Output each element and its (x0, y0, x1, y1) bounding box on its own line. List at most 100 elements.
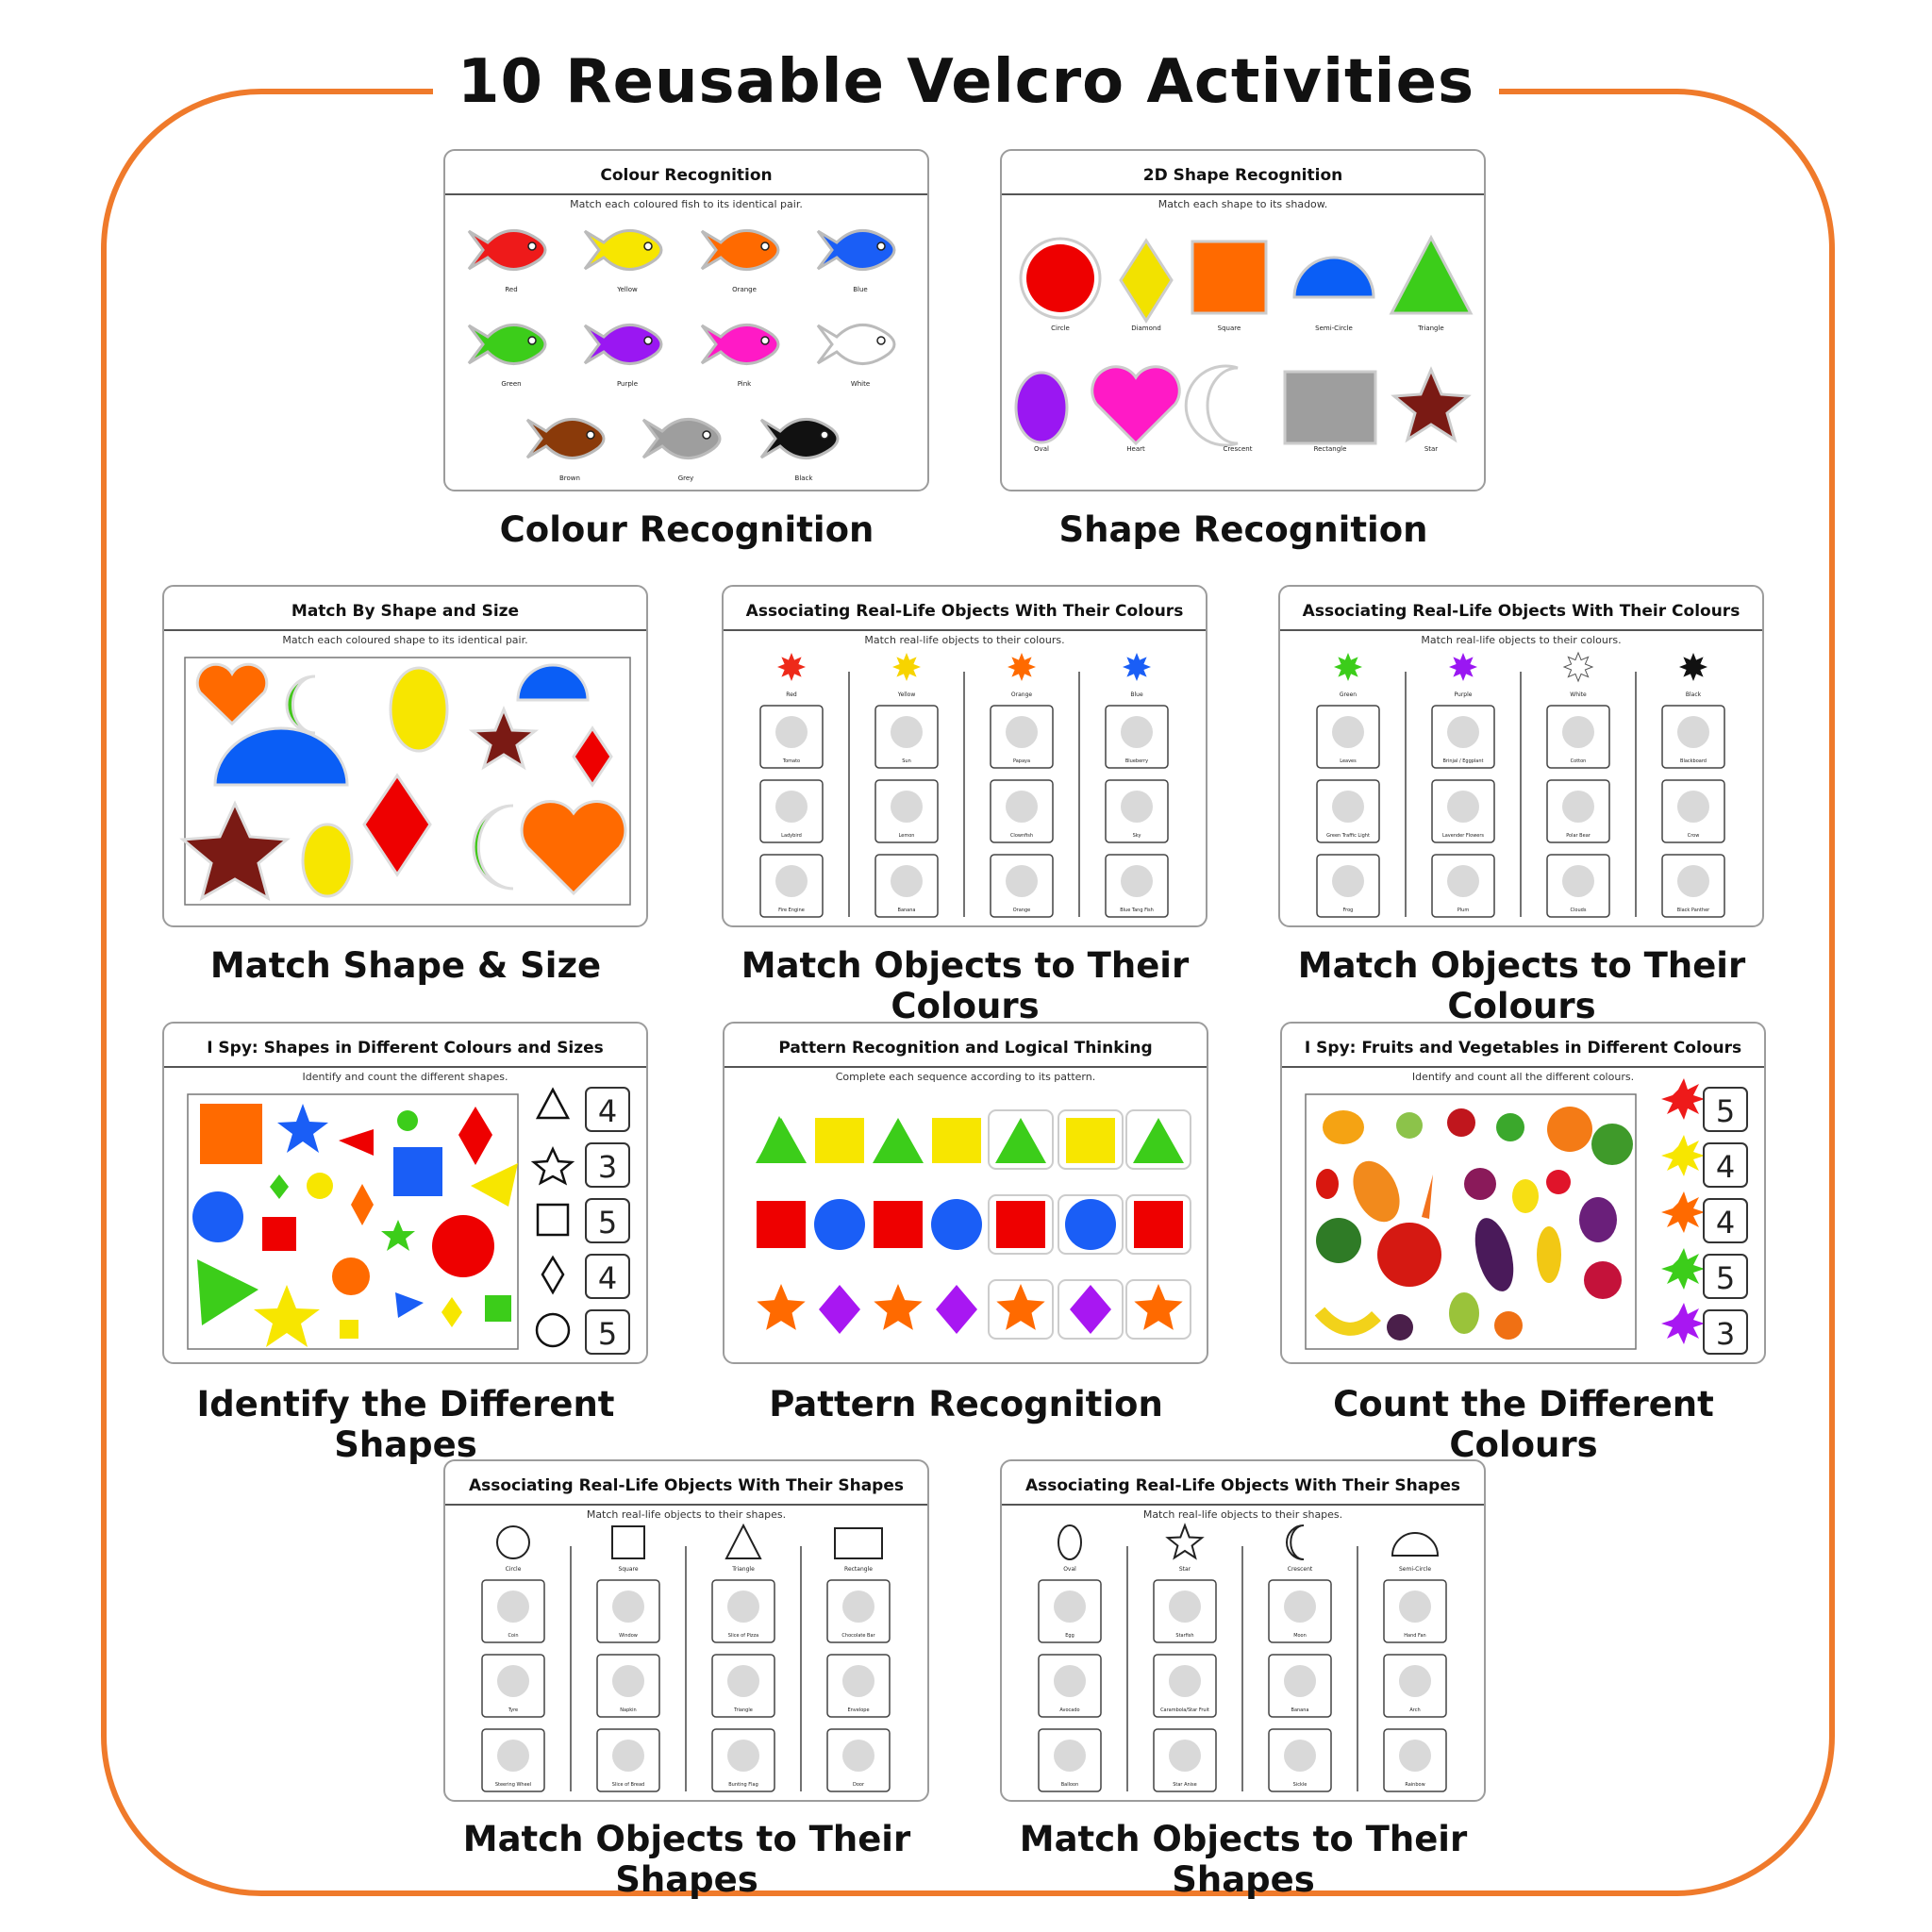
object-picture (1169, 1591, 1201, 1623)
fish-label: Orange (732, 286, 757, 293)
count-value: 4 (1716, 1205, 1735, 1241)
object-picture (775, 716, 808, 748)
count-box[interactable] (1703, 1142, 1748, 1188)
column-header: Purple (1455, 691, 1473, 698)
fish-label: Yellow (616, 286, 638, 293)
shape-label: Oval (1034, 445, 1049, 453)
semicircle-shape (1292, 256, 1375, 299)
object-picture (612, 1665, 644, 1697)
object-label: Clownfish (1010, 833, 1033, 839)
colour-splat-icon (1449, 653, 1477, 681)
object-picture (1006, 791, 1038, 823)
object-picture (1447, 791, 1479, 823)
semicircle-icon (1391, 1532, 1440, 1557)
object-picture (612, 1591, 644, 1623)
count-box[interactable] (585, 1254, 630, 1299)
card-fruits-colours: I Spy: Fruits and Vegetables in Differen… (1280, 1022, 1766, 1364)
object-picture (1121, 716, 1153, 748)
green-splat-icon (1661, 1248, 1705, 1290)
divider (1002, 1504, 1484, 1506)
fish-label: Green (501, 380, 521, 388)
oval-shape (1014, 371, 1069, 444)
card-title: Associating Real-Life Objects With Their… (745, 602, 1184, 621)
object-label: Star Anise (1173, 1782, 1197, 1788)
card-title: Pattern Recognition and Logical Thinking (778, 1039, 1153, 1058)
red-splat-icon (1661, 1078, 1705, 1120)
object-picture (1006, 716, 1038, 748)
orange-splat-icon (1661, 1191, 1705, 1233)
column-header: Yellow (897, 691, 916, 698)
card-title: I Spy: Fruits and Vegetables in Differen… (1304, 1039, 1742, 1058)
divider (724, 1066, 1207, 1068)
circle-icon (496, 1525, 530, 1559)
object-label: Crow (1688, 833, 1700, 839)
count-box[interactable] (1703, 1309, 1748, 1355)
column-header: Semi-Circle (1399, 1566, 1431, 1573)
count-box[interactable] (585, 1198, 630, 1243)
divider (164, 629, 646, 631)
object-picture (497, 1665, 529, 1697)
object-picture (842, 1740, 874, 1772)
count-box[interactable] (1703, 1254, 1748, 1299)
divider (724, 629, 1206, 631)
fish-orange (700, 229, 780, 271)
object-label: Slice of Bread (612, 1782, 644, 1788)
object-label: Sky (1133, 833, 1141, 839)
object-label: Lemon (899, 833, 915, 839)
count-box[interactable] (585, 1309, 630, 1355)
object-picture (1006, 865, 1038, 897)
card-objects-colours-1: Associating Real-Life Objects With Their… (722, 585, 1208, 927)
object-picture (727, 1740, 759, 1772)
object-label: Tomato (782, 758, 800, 764)
object-picture (1447, 716, 1479, 748)
card-subtitle: Match each coloured shape to its identic… (282, 634, 528, 646)
column-header: Oval (1063, 1566, 1076, 1573)
object-picture (497, 1591, 529, 1623)
object-label: Envelope (847, 1707, 869, 1713)
divider (445, 1504, 927, 1506)
fish-brown (525, 418, 606, 459)
count-box[interactable] (1703, 1087, 1748, 1132)
colour-splat-icon (777, 653, 806, 681)
object-label: Carambola/Star Fruit (1160, 1707, 1209, 1713)
object-label: Triangle (733, 1707, 753, 1713)
caption-shape-recognition: Shape Recognition (1058, 509, 1428, 550)
object-label: Green Traffic Light (1326, 833, 1370, 839)
shape-label: Semi-Circle (1315, 325, 1353, 332)
object-picture (842, 1591, 874, 1623)
count-box[interactable] (585, 1087, 630, 1132)
object-picture (1121, 791, 1153, 823)
colour-splat-icon (892, 653, 921, 681)
fish-label: Red (505, 286, 517, 293)
card-subtitle: Match each shape to its shadow. (1158, 198, 1328, 210)
object-picture (1121, 865, 1153, 897)
count-box[interactable] (1703, 1198, 1748, 1243)
count-value: 5 (598, 1316, 617, 1352)
card-subtitle: Complete each sequence according to its … (835, 1071, 1096, 1083)
fruit-board: 5 4 4 5 3 (1305, 1078, 1748, 1355)
count-value: 3 (1716, 1316, 1735, 1352)
oval-icon (1058, 1524, 1082, 1560)
object-picture (727, 1665, 759, 1697)
count-box[interactable] (585, 1142, 630, 1188)
square-shape (1191, 240, 1268, 315)
object-label: Ladybird (781, 833, 802, 839)
object-label: Balloon (1061, 1782, 1079, 1788)
card-subtitle: Match real-life objects to their shapes. (1142, 1508, 1343, 1521)
object-label: Hand Fan (1404, 1633, 1425, 1639)
colour-splat-icon (1562, 651, 1594, 683)
count-value: 4 (598, 1093, 617, 1129)
object-picture (1399, 1740, 1431, 1772)
object-picture (1054, 1665, 1086, 1697)
column-header: Crescent (1288, 1566, 1313, 1573)
caption-colour-recognition: Colour Recognition (499, 509, 874, 550)
object-picture (1447, 865, 1479, 897)
crescent-shape (1184, 364, 1239, 447)
shape-label: Crescent (1224, 445, 1253, 453)
fish-purple (583, 324, 663, 365)
column-header: Square (618, 1566, 638, 1573)
object-label: Tyre (508, 1707, 518, 1713)
star-shape (1391, 366, 1472, 443)
object-label: Sickle (1293, 1782, 1307, 1788)
fish-label: White (851, 380, 870, 388)
